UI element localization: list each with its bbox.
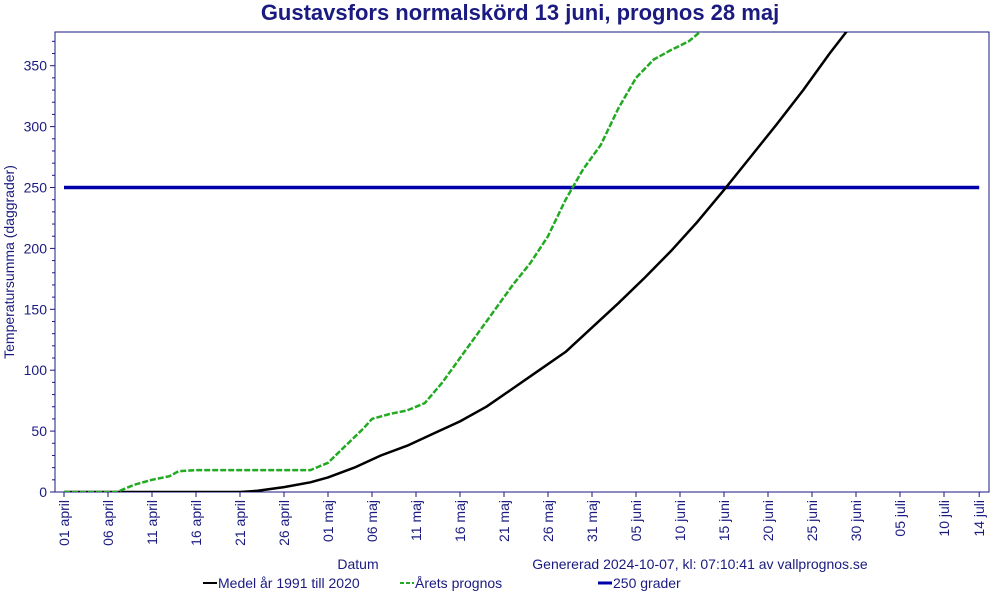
legend-label-1: Årets prognos: [415, 575, 502, 591]
y-tick-label: 50: [31, 423, 47, 439]
x-tick-label: 10 juni: [672, 500, 688, 541]
x-tick-label: 11 maj: [408, 500, 424, 541]
y-tick-label: 0: [39, 484, 47, 500]
x-tick-label: 30 juni: [848, 500, 864, 541]
x-tick-label: 05 juni: [628, 500, 644, 541]
y-axis-label: Temperatursumma (daggrader): [1, 165, 17, 359]
y-tick-label: 300: [24, 119, 48, 135]
legend-label-0: Medel år 1991 till 2020: [218, 575, 360, 591]
x-tick-label: 31 maj: [584, 500, 600, 542]
chart-title: Gustavsfors normalskörd 13 juni, prognos…: [261, 0, 779, 25]
x-tick-label: 15 juni: [716, 500, 732, 541]
x-tick-label: 21 april: [232, 500, 248, 546]
x-tick-label: 21 maj: [496, 500, 512, 542]
x-tick-label: 20 juni: [760, 500, 776, 541]
x-tick-label: 26 maj: [540, 500, 556, 542]
x-tick-label: 25 juni: [804, 500, 820, 541]
x-axis: 01 april 06 april 11 april 16 april 21 april…: [56, 492, 987, 546]
x-tick-label: 11 april: [144, 500, 160, 545]
x-tick-label: 05 juli: [892, 500, 908, 537]
generated-text: Genererad 2024-10-07, kl: 07:10:41 av va…: [532, 556, 868, 572]
x-tick-label: 06 april: [100, 500, 116, 546]
x-tick-label: 26 april: [276, 500, 292, 546]
y-tick-label: 100: [24, 362, 48, 378]
legend-label-2: 250 grader: [613, 575, 681, 591]
x-tick-label: 10 juli: [936, 500, 952, 537]
x-tick-label: 01 maj: [320, 500, 336, 542]
series-line-1: [64, 32, 702, 492]
y-tick-label: 250: [24, 180, 48, 196]
y-tick-label: 150: [24, 301, 48, 317]
y-axis: 0 50 100 150 200 250 300 350: [24, 40, 55, 500]
plot-area: [54, 31, 990, 493]
series-group: [64, 32, 980, 492]
x-tick-label: 01 april: [56, 500, 72, 546]
y-tick-label: 200: [24, 240, 48, 256]
legend: Medel år 1991 till 2020 Årets prognos 250 …: [203, 575, 681, 591]
x-tick-label: 14 juli: [971, 500, 987, 537]
series-line-0: [64, 32, 848, 492]
x-tick-label: 06 maj: [364, 500, 380, 542]
x-axis-label: Datum: [337, 556, 378, 572]
x-tick-label: 16 maj: [452, 500, 468, 542]
y-tick-label: 350: [24, 58, 48, 74]
x-tick-label: 16 april: [188, 500, 204, 546]
